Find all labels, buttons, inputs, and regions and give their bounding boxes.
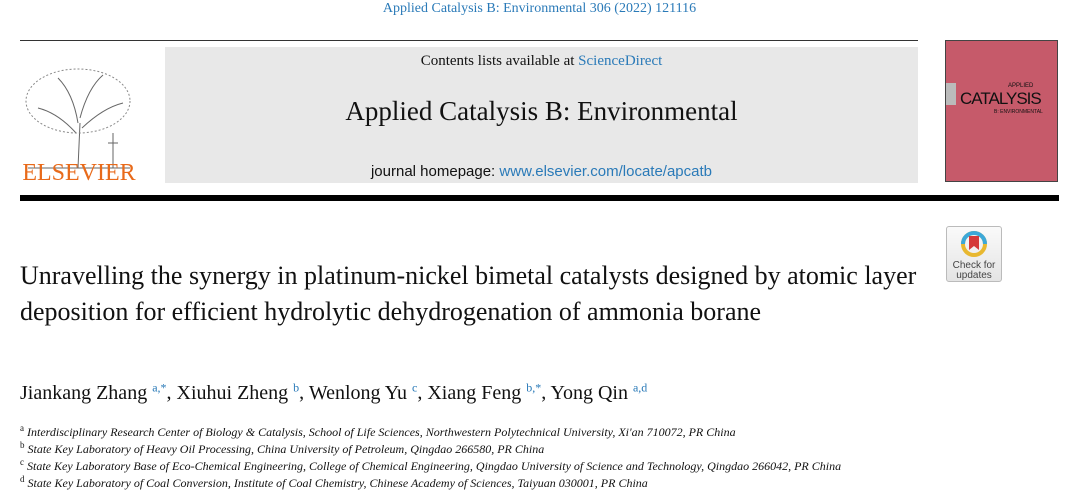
cover-title: CATALYSIS <box>960 89 1042 108</box>
check-updates-line1: Check for <box>952 260 996 271</box>
check-updates-icon <box>961 231 987 257</box>
journal-cover[interactable]: APPLIED CATALYSIS B: ENVIRONMENTAL <box>945 40 1058 182</box>
elsevier-tree-logo <box>25 68 131 169</box>
divider <box>20 40 918 41</box>
elsevier-wordmark: ELSEVIER <box>22 160 136 186</box>
author[interactable]: Yong Qin a,d <box>550 380 648 404</box>
cover-subtitle: B: ENVIRONMENTAL <box>994 109 1043 115</box>
author-list: Jiankang Zhang a,*, Xiuhui Zheng b, Wenl… <box>20 380 648 404</box>
homepage-link[interactable]: www.elsevier.com/locate/apcatb <box>499 163 713 180</box>
author[interactable]: Jiankang Zhang a,* <box>20 380 167 404</box>
homepage-prefix: journal homepage: <box>370 163 500 180</box>
author[interactable]: Wenlong Yu c <box>308 380 418 404</box>
check-for-updates-button[interactable]: Check for updates <box>946 226 1002 282</box>
affiliation: c State Key Laboratory Base of Eco-Chemi… <box>20 457 842 473</box>
affiliation: d State Key Laboratory of Coal Conversio… <box>20 474 648 490</box>
homepage-line: journal homepage: www.elsevier.com/locat… <box>165 163 918 180</box>
cover-c-block <box>946 83 956 105</box>
journal-name: Applied Catalysis B: Environmental <box>345 96 738 126</box>
contents-prefix: Contents lists available at <box>420 53 579 69</box>
journal-banner <box>165 47 918 183</box>
affiliation: b State Key Laboratory of Heavy Oil Proc… <box>20 440 545 456</box>
sciencedirect-link[interactable]: ScienceDirect <box>578 53 663 69</box>
affiliation: a Interdisciplinary Research Center of B… <box>20 423 736 439</box>
header-rule <box>20 195 1059 201</box>
journal-reference[interactable]: Applied Catalysis B: Environmental 306 (… <box>382 1 697 16</box>
contents-line: Contents lists available at ScienceDirec… <box>165 53 918 70</box>
author[interactable]: Xiang Feng b,* <box>427 380 542 404</box>
cover-title-top: APPLIED <box>1008 83 1034 89</box>
author[interactable]: Xiuhui Zheng b <box>176 380 300 404</box>
check-updates-line2: updates <box>956 270 992 281</box>
article-title: Unravelling the synergy in platinum-nick… <box>20 261 917 326</box>
